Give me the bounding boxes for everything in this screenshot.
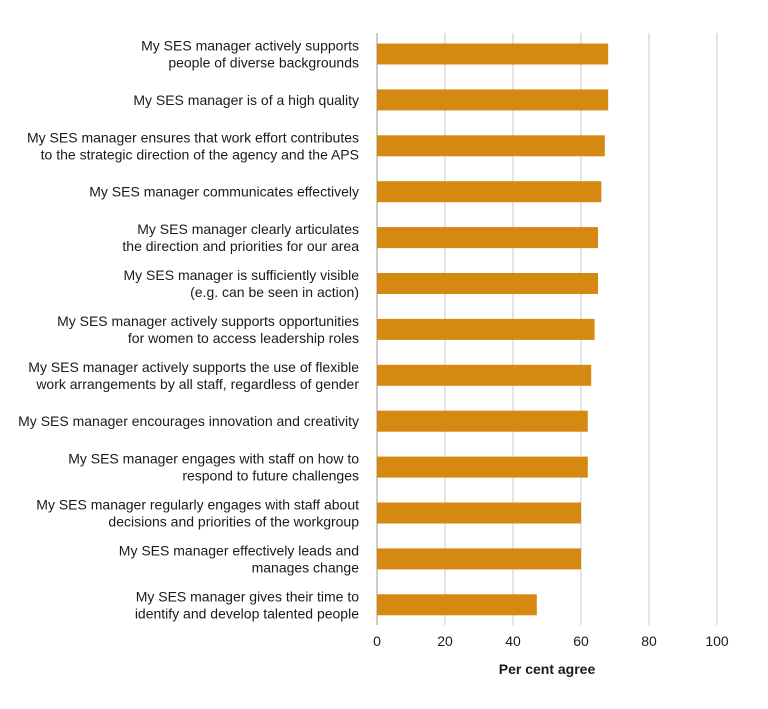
category-label: My SES manager effectively leads and [119,542,359,558]
x-tick-label: 0 [373,633,381,649]
category-label: My SES manager clearly articulates [137,221,359,237]
x-tick-label: 40 [505,633,521,649]
category-label: to the strategic direction of the agency… [41,146,359,162]
bar [377,227,598,249]
category-label: the direction and priorities for our are… [122,238,359,254]
bar [377,181,602,203]
category-label: My SES manager is sufficiently visible [124,267,360,283]
x-tick-label: 20 [437,633,453,649]
bar [377,273,598,294]
category-label: identify and develop talented people [135,605,359,621]
x-axis-title: Per cent agree [499,661,596,677]
bar [377,364,592,386]
x-tick-label: 80 [641,633,657,649]
category-label: My SES manager ensures that work effort … [27,129,359,145]
category-label: people of diverse backgrounds [168,55,359,71]
category-label: respond to future challenges [182,468,359,484]
bar [377,594,537,616]
bar [377,318,595,340]
category-label: My SES manager actively supports opportu… [57,313,359,329]
category-label: My SES manager encourages innovation and… [18,413,359,429]
bar [377,89,609,111]
bar [377,456,588,478]
bar [377,410,588,432]
category-label: work arrangements by all staff, regardle… [35,376,359,392]
category-label: My SES manager regularly engages with st… [36,497,359,513]
bars [377,43,609,616]
x-tick-label: 100 [705,633,729,649]
category-label: My SES manager is of a high quality [133,92,359,108]
x-axis-ticks: 0 20 40 60 80 100 [373,633,729,649]
category-label: My SES manager actively supports the use… [28,359,359,375]
x-tick-label: 60 [573,633,589,649]
category-label: (e.g. can be seen in action) [190,284,359,300]
category-label: My SES manager engages with staff on how… [68,451,359,467]
bar [377,548,581,570]
bar [377,135,605,157]
category-label: My SES manager gives their time to [136,588,360,604]
bar [377,43,609,65]
bar [377,502,581,524]
category-label: for women to access leadership roles [128,330,359,346]
category-label: manages change [252,559,360,575]
category-label: decisions and priorities of the workgrou… [108,514,359,530]
category-label: My SES manager actively supports [141,38,359,54]
category-label: My SES manager communicates effectively [89,184,359,200]
